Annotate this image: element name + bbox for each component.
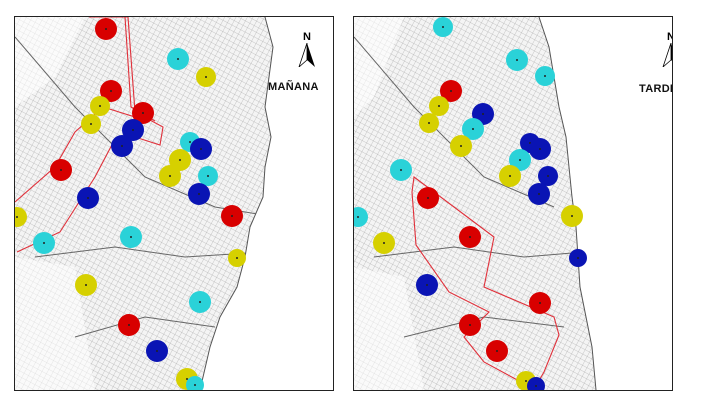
point-yellow	[90, 96, 110, 116]
point-blue	[111, 135, 133, 157]
point-blue	[569, 249, 587, 267]
land-area	[15, 17, 273, 390]
north-letter: N	[659, 31, 672, 43]
panel-label-tarde: TARDE	[639, 83, 672, 95]
point-yellow	[15, 207, 27, 227]
point-yellow	[196, 67, 216, 87]
point-cyan	[186, 376, 204, 390]
point-red	[50, 159, 72, 181]
north-arrow: N	[295, 31, 319, 69]
point-red	[459, 226, 481, 248]
point-blue	[416, 274, 438, 296]
point-yellow	[499, 165, 521, 187]
point-yellow	[81, 114, 101, 134]
point-red	[417, 187, 439, 209]
point-blue	[190, 138, 212, 160]
point-blue	[77, 187, 99, 209]
point-blue	[527, 377, 545, 390]
north-arrow-icon	[662, 43, 672, 67]
point-red	[221, 205, 243, 227]
route-tarde	[411, 175, 560, 390]
point-blue	[538, 166, 558, 186]
point-cyan	[433, 17, 453, 37]
point-yellow	[75, 274, 97, 296]
point-red	[486, 340, 508, 362]
point-red	[100, 80, 122, 102]
point-cyan	[167, 48, 189, 70]
point-cyan	[390, 159, 412, 181]
point-blue	[528, 183, 550, 205]
point-yellow	[373, 232, 395, 254]
points-manana	[15, 18, 246, 390]
point-yellow	[561, 205, 583, 227]
map-panel-tarde: N TARDE	[353, 16, 673, 391]
point-blue	[146, 340, 168, 362]
point-cyan	[354, 207, 368, 227]
point-yellow	[429, 96, 449, 116]
point-yellow	[419, 113, 439, 133]
point-yellow	[169, 149, 191, 171]
point-yellow	[228, 249, 246, 267]
point-yellow	[450, 135, 472, 157]
point-yellow	[159, 165, 181, 187]
north-arrow: N	[659, 31, 672, 69]
point-red	[459, 314, 481, 336]
point-cyan	[33, 232, 55, 254]
point-red	[95, 18, 117, 40]
panel-label-manana: MAÑANA	[268, 81, 319, 93]
coastline	[199, 17, 274, 390]
point-cyan	[506, 49, 528, 71]
point-cyan	[120, 226, 142, 248]
point-red	[132, 102, 154, 124]
north-letter: N	[303, 31, 311, 43]
point-blue	[188, 183, 210, 205]
point-cyan	[535, 66, 555, 86]
point-cyan	[198, 166, 218, 186]
map-manana	[15, 17, 333, 390]
point-red	[529, 292, 551, 314]
points-tarde	[354, 17, 587, 390]
point-cyan	[462, 118, 484, 140]
map-panel-manana: N MAÑANA	[14, 16, 334, 391]
north-arrow-icon	[298, 43, 315, 67]
point-red	[118, 314, 140, 336]
point-blue	[122, 119, 144, 141]
point-blue	[529, 138, 551, 160]
point-red	[440, 80, 462, 102]
point-cyan	[509, 149, 531, 171]
map-tarde	[354, 17, 672, 390]
point-cyan	[189, 291, 211, 313]
